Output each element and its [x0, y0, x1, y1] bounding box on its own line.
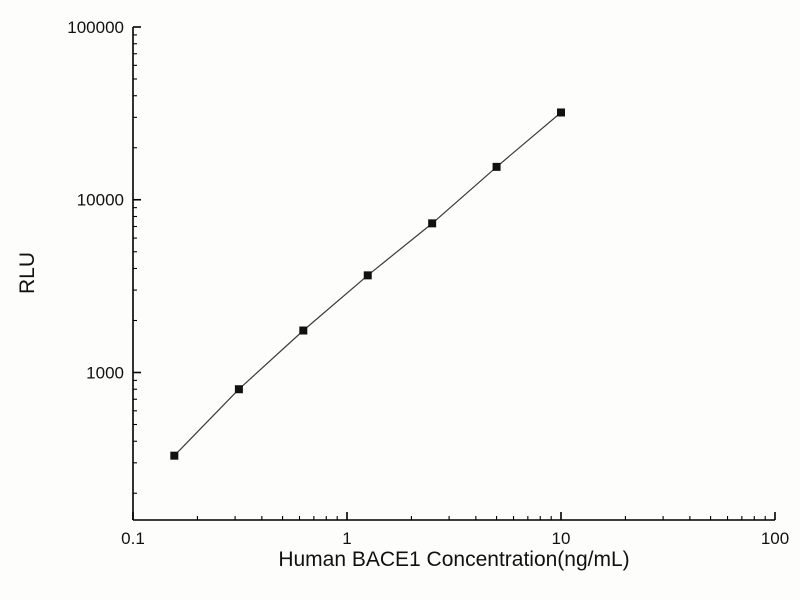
y-tick-label-1000: 1000 — [86, 363, 124, 382]
data-point-marker — [170, 451, 179, 460]
x-tick-label-100: 100 — [761, 529, 789, 548]
y-axis-title: RLU — [16, 251, 39, 295]
x-tick-label-1: 1 — [342, 529, 351, 548]
data-point-marker — [363, 271, 372, 280]
data-point-marker — [234, 385, 243, 394]
data-point-marker — [557, 108, 565, 117]
data-point-marker — [492, 162, 501, 171]
data-point-marker — [299, 326, 308, 335]
x-tick-label-0.1: 0.1 — [121, 529, 145, 548]
x-tick-label-10: 10 — [552, 529, 571, 548]
standard-curve-line — [173, 112, 562, 457]
y-tick-label-10000: 10000 — [77, 191, 124, 210]
x-axis-title: Human BACE1 Concentration(ng/mL) — [278, 548, 630, 571]
y-tick-label-100000: 100000 — [67, 18, 124, 37]
data-point-marker — [428, 219, 437, 228]
